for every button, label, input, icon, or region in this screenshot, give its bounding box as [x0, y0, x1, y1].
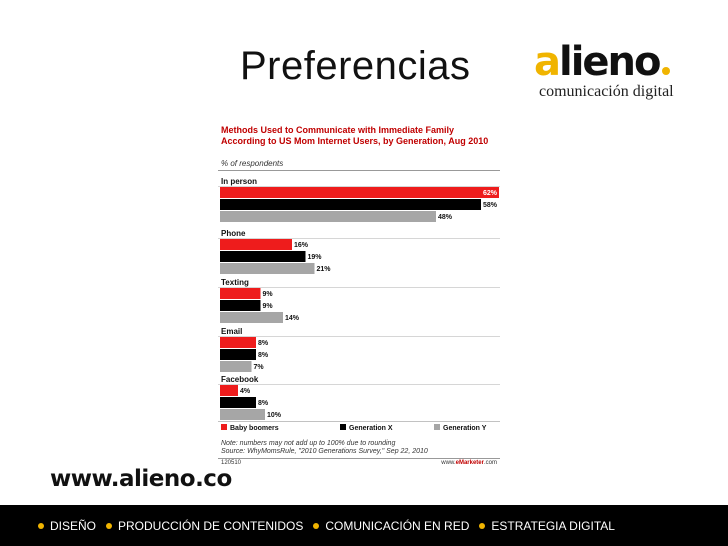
data-label: 8%	[258, 400, 269, 407]
legend-label: Generation Y	[443, 425, 487, 432]
footer-item: DISEÑO	[38, 519, 96, 533]
category-label: Email	[221, 327, 242, 336]
bar	[220, 187, 499, 198]
bullet-icon	[313, 523, 320, 529]
legend-swatch	[434, 424, 440, 430]
logo-wordmark: alieno	[534, 40, 670, 84]
bar	[220, 251, 306, 262]
chart-site: www.eMarketer.com	[441, 460, 497, 466]
footer-item: ESTRATEGIA DIGITAL	[479, 519, 615, 533]
footer-item-label: COMUNICACIÓN EN RED	[325, 519, 470, 533]
data-label: 19%	[308, 254, 323, 261]
chart-header-rule	[218, 170, 500, 171]
footer-item-label: PRODUCCIÓN DE CONTENIDOS	[118, 519, 304, 533]
chart-source: Source: WhyMomsRule, "2010 Generations S…	[221, 448, 428, 455]
chart-title: Methods Used to Communicate with Immedia…	[221, 125, 489, 146]
logo-accent-letter: a	[534, 39, 561, 85]
footer-item-label: DISEÑO	[50, 519, 97, 533]
category-label: Facebook	[221, 375, 259, 384]
data-label: 8%	[258, 340, 269, 347]
website-url[interactable]: www.alieno.co	[50, 466, 232, 492]
legend-swatch	[340, 424, 346, 430]
chart-site-prefix: www.	[441, 460, 456, 466]
legend-rule	[218, 421, 500, 422]
chart-image: Methods Used to Communicate with Immedia…	[218, 122, 500, 470]
bar	[220, 300, 261, 311]
chart-site-brand: eMarketer	[455, 460, 484, 466]
logo-dot-icon	[661, 67, 670, 75]
category-rule	[218, 336, 500, 337]
footer-item: PRODUCCIÓN DE CONTENIDOS	[106, 519, 303, 533]
bar	[220, 239, 292, 250]
footer-services: DISEÑO PRODUCCIÓN DE CONTENIDOS COMUNICACI…	[38, 519, 625, 533]
bar	[220, 361, 252, 372]
legend-label: Generation X	[349, 425, 393, 432]
data-label: 7%	[254, 364, 265, 371]
bar	[220, 211, 436, 222]
footer-bar: DISEÑO PRODUCCIÓN DE CONTENIDOS COMUNICACI…	[0, 505, 728, 546]
category-rule	[218, 238, 500, 239]
chart-footer-rule	[218, 458, 500, 459]
data-label: 8%	[258, 352, 269, 359]
bar	[220, 288, 261, 299]
bar	[220, 199, 481, 210]
slide-title: Preferencias	[240, 44, 471, 88]
legend-swatch	[221, 424, 227, 430]
bullet-icon	[106, 523, 113, 529]
footer-item: COMUNICACIÓN EN RED	[313, 519, 469, 533]
legend-label: Baby boomers	[230, 425, 279, 432]
bar	[220, 385, 238, 396]
chart-subtitle: % of respondents	[221, 159, 284, 168]
data-label: 48%	[438, 214, 453, 221]
chart-site-suffix: .com	[483, 460, 497, 466]
chart-note: Note: numbers may not add up to 100% due…	[221, 440, 396, 447]
bar	[220, 312, 283, 323]
bar	[220, 397, 256, 408]
data-label: 62%	[483, 190, 498, 197]
logo-word-rest: lieno	[559, 39, 662, 85]
logo-tagline: comunicación digital	[539, 83, 674, 100]
alieno-logo: alieno comunicación digital	[534, 40, 694, 104]
category-rule	[218, 186, 500, 187]
data-label: 16%	[294, 242, 309, 249]
footer-item-label: ESTRATEGIA DIGITAL	[491, 519, 615, 533]
data-label: 10%	[267, 412, 282, 419]
category-label: Phone	[221, 229, 246, 238]
chart-id: 120510	[221, 460, 242, 466]
data-label: 14%	[285, 315, 300, 322]
bar	[220, 337, 256, 348]
category-label: Texting	[221, 278, 249, 287]
category-rule	[218, 287, 500, 288]
data-label: 58%	[483, 202, 498, 209]
data-label: 9%	[263, 303, 274, 310]
data-label: 9%	[263, 291, 274, 298]
bullet-icon	[479, 523, 486, 529]
category-rule	[218, 384, 500, 385]
bar	[220, 349, 256, 360]
category-label: In person	[221, 177, 257, 186]
bar	[220, 263, 315, 274]
data-label: 21%	[317, 266, 332, 273]
bar-chart: In person 62% 58% 48% Phone 16% 19% 21% Texting 9…	[218, 170, 500, 432]
data-label: 4%	[240, 388, 251, 395]
bullet-icon	[38, 523, 44, 529]
bar	[220, 409, 265, 420]
